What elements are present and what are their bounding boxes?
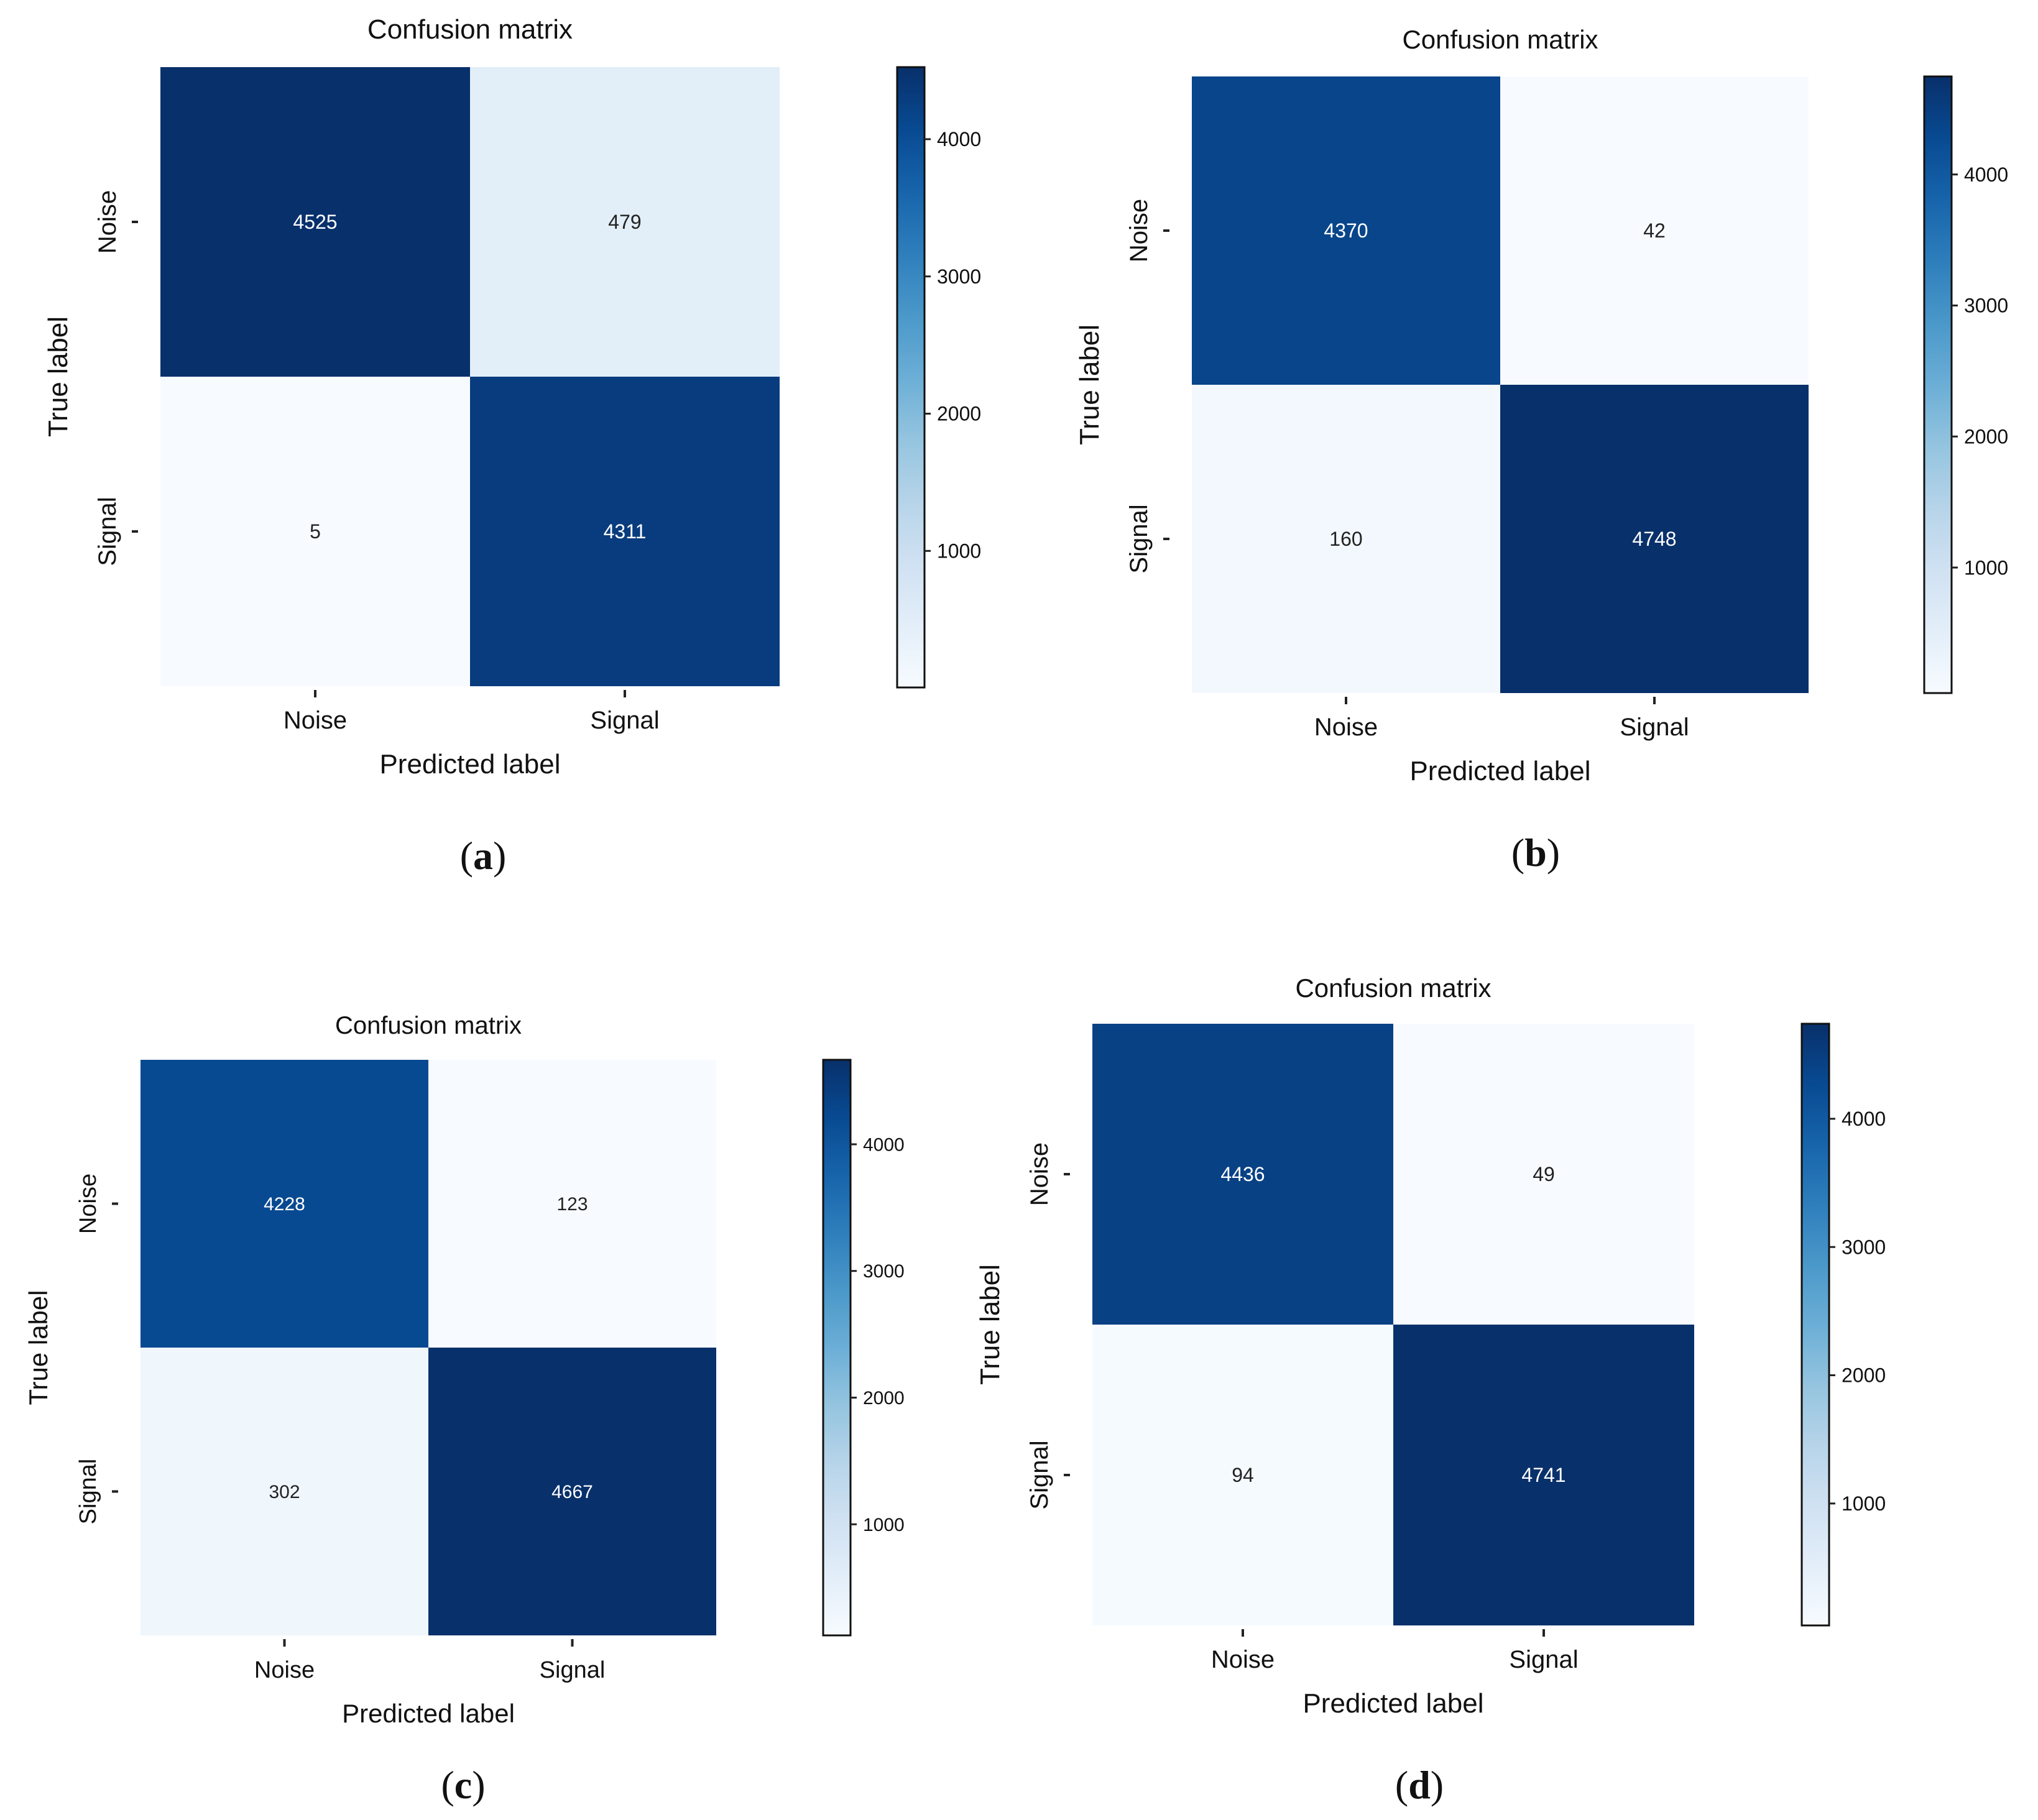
- cell-value-label: 4370: [1324, 219, 1368, 242]
- colorbar: [896, 66, 926, 689]
- colorbar: [1923, 75, 1953, 694]
- colorbar-tick-label: 1000: [937, 540, 981, 563]
- colorbar-tick-label: 2000: [1964, 425, 2008, 448]
- confusion-matrix-panel-3: Confusion matrix 4228 123 302 4667 Noise Signa…: [24, 1012, 905, 1807]
- x-tick-label: Signal: [1620, 714, 1689, 741]
- x-tick-label: Noise: [254, 1657, 315, 1683]
- chart-title: Confusion matrix: [1402, 25, 1598, 54]
- cell-value-label: 123: [556, 1194, 588, 1215]
- y-axis-label: True label: [1074, 324, 1105, 445]
- chart-title: Confusion matrix: [335, 1012, 522, 1039]
- colorbar-tick-label: 2000: [1842, 1364, 1886, 1387]
- x-axis-label: Predicted label: [1303, 1688, 1483, 1719]
- panel-label: (a): [460, 834, 507, 878]
- heatmap-cell: [160, 377, 470, 686]
- cell-value-label: 5: [310, 520, 321, 543]
- colorbar-tick-label: 3000: [1842, 1236, 1886, 1258]
- heatmap-cell: [141, 1060, 428, 1348]
- heatmap-cell: [1192, 385, 1500, 693]
- y-tick-label: Signal: [94, 497, 121, 566]
- x-tick-label: Noise: [1314, 714, 1378, 741]
- colorbar-tick-label: 3000: [863, 1261, 905, 1282]
- cell-value-label: 94: [1232, 1464, 1254, 1486]
- colorbar-tick-label: 3000: [937, 265, 981, 288]
- y-tick-label: Noise: [1026, 1142, 1053, 1206]
- y-tick-label: Noise: [1125, 199, 1153, 262]
- heatmap-cell: [1192, 76, 1500, 385]
- y-tick-label: Noise: [75, 1174, 101, 1234]
- colorbar-tick-label: 1000: [1842, 1492, 1886, 1515]
- y-tick-label: Noise: [94, 190, 121, 254]
- x-axis-label: Predicted label: [342, 1699, 515, 1728]
- x-tick-label: Signal: [590, 707, 659, 734]
- heatmap-cell: [160, 67, 470, 377]
- x-axis-label: Predicted label: [1409, 756, 1590, 786]
- confusion-matrix-panel-1: Confusion matrix 4525 479 5 4311 Noise Signal P…: [43, 14, 981, 878]
- x-tick-label: Signal: [540, 1657, 606, 1683]
- heatmap-cell: [1092, 1024, 1393, 1325]
- cell-value-label: 4311: [604, 520, 647, 543]
- colorbar-tick-label: 2000: [863, 1388, 905, 1409]
- colorbar-tick-label: 1000: [863, 1515, 905, 1535]
- heatmap-cell: [1092, 1325, 1393, 1625]
- cell-value-label: 49: [1533, 1163, 1555, 1185]
- confusion-matrix-panel-2: Confusion matrix 4370 42 160 4748 Noise Signal…: [1074, 25, 2008, 875]
- cell-value-label: 4525: [293, 211, 337, 233]
- cell-value-label: 479: [608, 211, 641, 233]
- x-tick-label: Noise: [1211, 1646, 1275, 1673]
- colorbar-tick-label: 1000: [1964, 556, 2008, 579]
- heatmap-cell: [1500, 385, 1809, 693]
- y-tick-label: Signal: [1026, 1440, 1053, 1509]
- colorbar-tick-label: 4000: [937, 128, 981, 150]
- panel-label: (b): [1511, 830, 1560, 875]
- colorbar-tick-label: 4000: [863, 1134, 905, 1155]
- heatmap-cell: [470, 377, 780, 686]
- heatmap-cell: [1500, 76, 1809, 385]
- colorbar: [1801, 1023, 1830, 1627]
- y-axis-label: True label: [975, 1264, 1005, 1385]
- cell-value-label: 42: [1643, 219, 1666, 242]
- cell-value-label: 4667: [551, 1482, 593, 1502]
- colorbar-tick-label: 4000: [1964, 163, 2008, 186]
- x-tick-label: Signal: [1509, 1646, 1578, 1673]
- chart-title: Confusion matrix: [367, 14, 573, 45]
- cell-value-label: 4741: [1521, 1464, 1565, 1486]
- heatmap-cell: [141, 1348, 428, 1635]
- colorbar-tick-label: 4000: [1842, 1108, 1886, 1130]
- colorbar: [822, 1059, 852, 1637]
- confusion-matrix-panel-4: Confusion matrix 4436 49 94 4741 Noise Signal P…: [975, 973, 1886, 1807]
- x-tick-label: Noise: [284, 707, 347, 734]
- panel-label: (c): [441, 1763, 485, 1807]
- y-axis-label: True label: [43, 316, 73, 437]
- cell-value-label: 4748: [1632, 528, 1676, 550]
- cell-value-label: 160: [1329, 528, 1362, 550]
- heatmap-cell: [470, 67, 780, 377]
- y-axis-label: True label: [24, 1290, 53, 1405]
- chart-title: Confusion matrix: [1295, 973, 1491, 1003]
- cell-value-label: 4228: [264, 1194, 305, 1215]
- y-tick-label: Signal: [1125, 504, 1153, 573]
- heatmap-cell: [428, 1060, 716, 1348]
- colorbar-tick-label: 3000: [1964, 295, 2008, 317]
- cell-value-label: 4436: [1220, 1163, 1265, 1185]
- heatmap-cell: [428, 1348, 716, 1635]
- panel-label: (d): [1395, 1763, 1444, 1807]
- colorbar-tick-label: 2000: [937, 403, 981, 425]
- x-axis-label: Predicted label: [379, 749, 560, 779]
- y-tick-label: Signal: [75, 1459, 101, 1525]
- heatmap-cell: [1393, 1024, 1694, 1325]
- heatmap-cell: [1393, 1325, 1694, 1625]
- cell-value-label: 302: [269, 1482, 300, 1502]
